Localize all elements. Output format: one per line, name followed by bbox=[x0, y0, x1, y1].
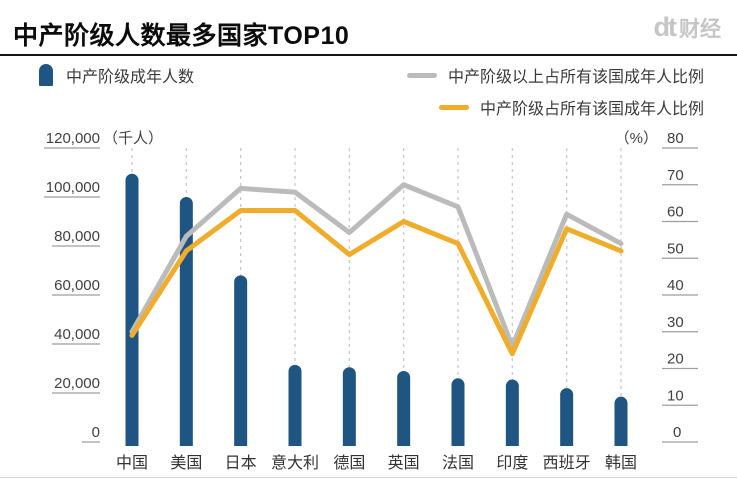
legend-bar-series: 中产阶级成年人数 bbox=[39, 63, 194, 87]
x-axis-label: 中国 bbox=[116, 454, 148, 472]
right-axis: 80 70 60 50 40 30 20 10 0 （%） bbox=[615, 130, 698, 443]
right-axis-tick-label: 60 bbox=[667, 204, 684, 221]
bar bbox=[451, 378, 465, 446]
legend-row-upper-line: 中产阶级以上占所有该国成年人比例 bbox=[406, 63, 704, 87]
x-axis-label: 英国 bbox=[388, 454, 420, 472]
bar bbox=[397, 370, 411, 446]
gold-line-swatch-icon bbox=[438, 104, 469, 110]
left-axis-tick-label: 120,000 bbox=[46, 130, 100, 147]
x-axis-label: 意大利 bbox=[271, 453, 319, 472]
right-axis-tick-label: 50 bbox=[667, 240, 684, 257]
brand-logo: dt 财经 bbox=[654, 13, 721, 46]
bar-swatch-icon bbox=[39, 64, 53, 86]
bar bbox=[288, 364, 302, 446]
lower-percent-line bbox=[129, 207, 624, 357]
right-axis-tick-label: 80 bbox=[667, 130, 684, 147]
left-axis: 120,000 100,000 80,000 60,000 40,000 20,000 0 （… bbox=[44, 130, 163, 443]
lower-line-label: 中产阶级占所有该国成年人比例 bbox=[479, 101, 704, 118]
x-axis-label: 印度 bbox=[496, 454, 528, 472]
right-axis-tick-label: 70 bbox=[667, 167, 684, 184]
bar bbox=[614, 396, 628, 446]
page-title: 中产阶级人数最多国家TOP10 bbox=[13, 22, 350, 50]
bar-series-label: 中产阶级成年人数 bbox=[66, 69, 195, 86]
right-axis-tick-label: 10 bbox=[667, 387, 684, 404]
x-axis-label: 西班牙 bbox=[543, 454, 591, 472]
right-axis-tick-label: 30 bbox=[667, 314, 684, 331]
combo-chart: 120,000 100,000 80,000 60,000 40,000 20,000 0 （… bbox=[44, 130, 698, 472]
x-axis-labels: 中国 美国 日本 意大利 德国 英国 法国 印度 西班牙 韩国 bbox=[116, 453, 637, 472]
right-axis-tick-label: 0 bbox=[673, 424, 681, 441]
x-axis-label: 韩国 bbox=[605, 454, 637, 472]
left-axis-tick-label: 0 bbox=[92, 424, 100, 441]
right-axis-unit-label: （%） bbox=[615, 130, 658, 147]
right-axis-tick-label: 20 bbox=[667, 351, 684, 368]
x-axis-label: 美国 bbox=[170, 454, 202, 472]
gray-line-swatch-icon bbox=[406, 72, 437, 78]
upper-line-label: 中产阶级以上占所有该国成年人比例 bbox=[447, 69, 704, 86]
brand-logo-mark: dt bbox=[653, 12, 678, 42]
brand-logo-text: 财经 bbox=[679, 18, 721, 41]
right-axis-tick-label: 40 bbox=[667, 277, 684, 294]
x-axis-label: 法国 bbox=[442, 454, 474, 472]
left-axis-tick-label: 20,000 bbox=[54, 375, 100, 392]
bar-series bbox=[125, 173, 628, 446]
bar bbox=[505, 379, 519, 446]
left-axis-tick-label: 80,000 bbox=[54, 228, 100, 245]
left-axis-tick-label: 100,000 bbox=[46, 179, 100, 196]
bar bbox=[342, 367, 356, 446]
upper-percent-line bbox=[129, 182, 624, 349]
bar bbox=[234, 275, 248, 446]
left-axis-tick-label: 40,000 bbox=[54, 326, 100, 343]
x-axis-label: 德国 bbox=[333, 454, 365, 472]
bar bbox=[125, 173, 139, 446]
grid-lines bbox=[131, 148, 622, 444]
left-axis-unit-label: （千人） bbox=[103, 130, 163, 147]
bottom-divider bbox=[0, 477, 737, 478]
title-divider bbox=[0, 54, 737, 56]
legend-row-lower-line: 中产阶级占所有该国成年人比例 bbox=[438, 95, 704, 119]
left-axis-tick-label: 60,000 bbox=[54, 277, 100, 294]
bar bbox=[560, 388, 574, 446]
x-axis-label: 日本 bbox=[225, 454, 257, 472]
legend-line-series: 中产阶级以上占所有该国成年人比例 中产阶级占所有该国成年人比例 bbox=[406, 63, 704, 119]
